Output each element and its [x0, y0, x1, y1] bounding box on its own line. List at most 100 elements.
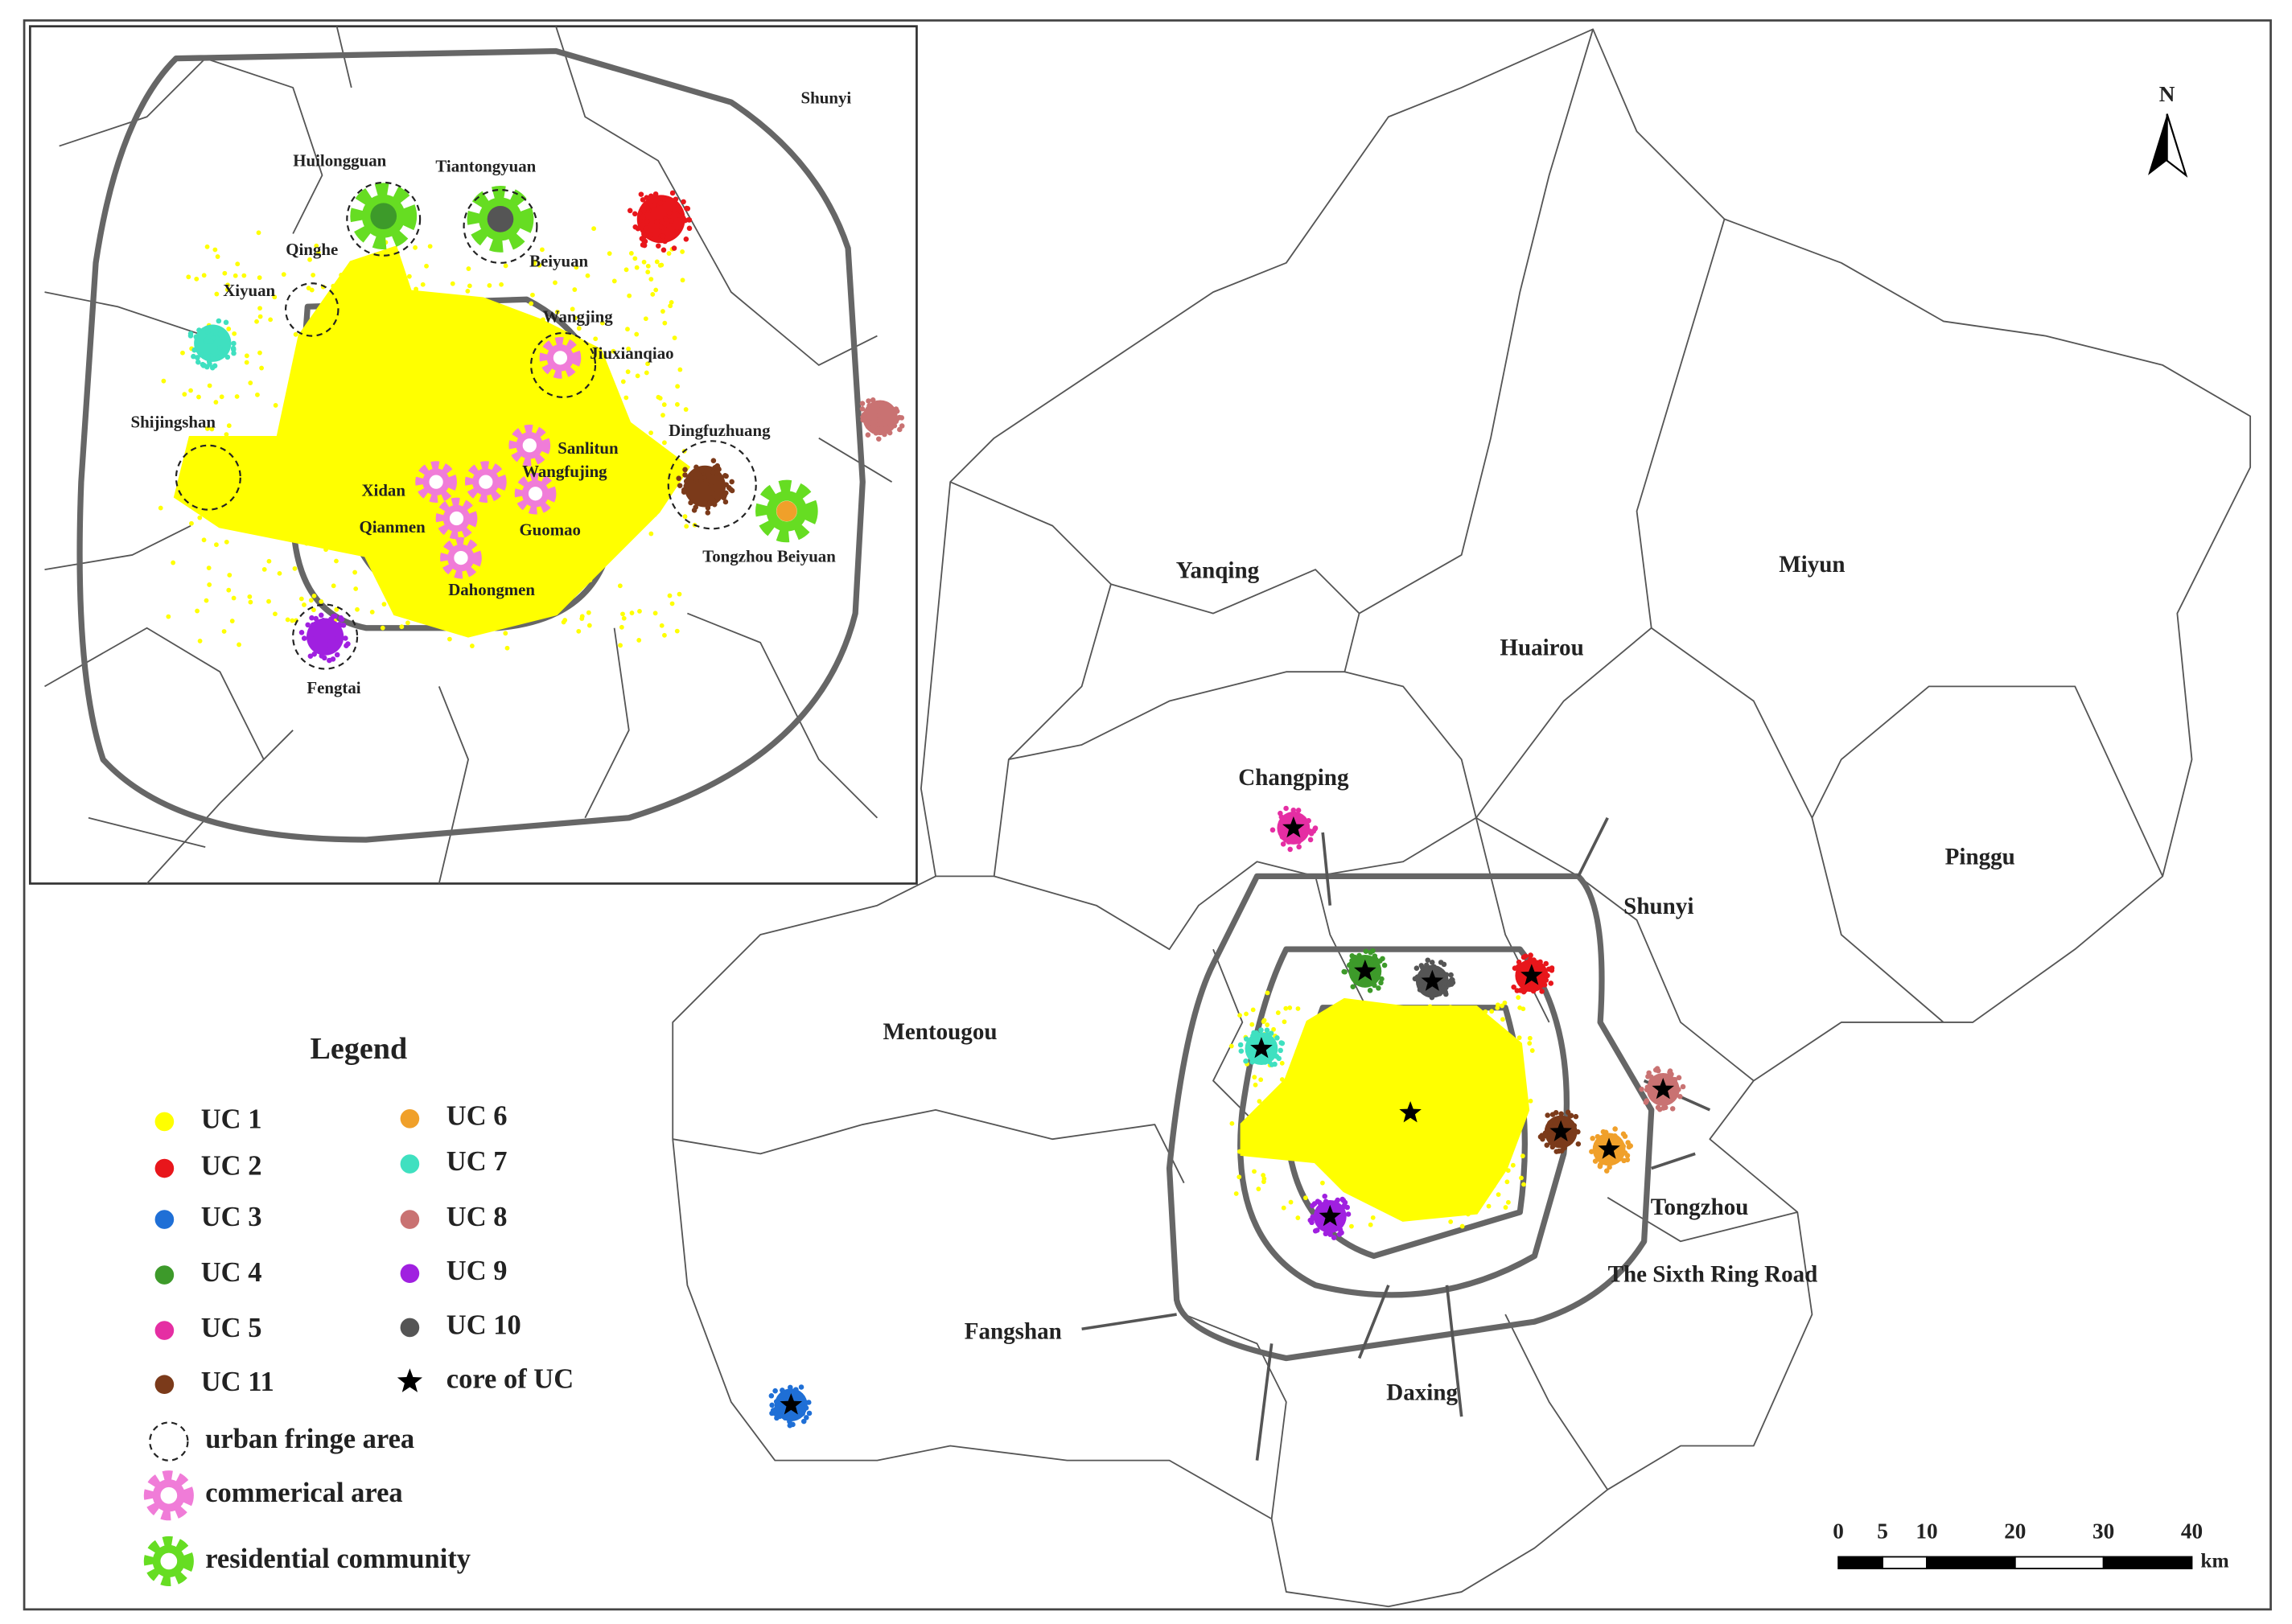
cluster-point — [705, 505, 711, 511]
cluster-point — [668, 303, 673, 309]
cluster-point — [1312, 1083, 1318, 1088]
cluster-point — [1620, 1131, 1627, 1137]
cluster-point — [1605, 1157, 1611, 1164]
cluster-point — [1266, 1059, 1272, 1065]
cluster-point — [1274, 1035, 1280, 1041]
cluster-point — [541, 317, 545, 323]
cluster-point — [1287, 846, 1293, 853]
cluster-point — [1516, 995, 1521, 1000]
cluster-point — [225, 282, 230, 288]
cluster-point — [722, 499, 729, 505]
core-star — [1652, 1077, 1675, 1100]
cluster-point — [1455, 1069, 1461, 1075]
cluster-point — [654, 259, 660, 265]
cluster-point — [430, 409, 435, 413]
scale-tick-label: 20 — [2004, 1519, 2026, 1544]
fringe-circle — [284, 282, 339, 337]
cluster-point — [1436, 1049, 1441, 1055]
cluster-point — [682, 472, 688, 478]
cluster-point — [331, 635, 337, 642]
cluster-point — [1348, 961, 1354, 968]
cluster-point — [549, 450, 555, 455]
cluster-point — [221, 486, 227, 491]
cluster-point — [1451, 1096, 1455, 1102]
cluster-point — [1527, 957, 1533, 963]
cluster-point — [1620, 1143, 1626, 1149]
cluster-point — [344, 643, 349, 649]
inset-label: Qianmen — [359, 517, 426, 537]
cluster-point — [448, 572, 454, 577]
cluster-point — [1496, 1145, 1502, 1151]
cluster-point — [461, 411, 466, 417]
cluster-point — [1418, 1011, 1424, 1016]
cluster-point — [1468, 1133, 1474, 1139]
cluster-point — [1250, 1007, 1256, 1013]
cluster-point — [206, 359, 212, 364]
cluster-point — [656, 243, 661, 249]
cluster-point — [213, 400, 219, 405]
gear-ring — [516, 431, 544, 459]
gear-teeth — [350, 183, 418, 250]
cluster-point — [422, 352, 427, 357]
cluster-point — [640, 208, 647, 214]
cluster-point — [204, 244, 210, 249]
cluster-point — [1521, 1182, 1526, 1187]
cluster-point — [1478, 1178, 1483, 1183]
cluster-point — [500, 593, 504, 598]
cluster-point — [185, 470, 191, 475]
cluster-point — [1426, 1089, 1430, 1094]
cluster-point — [589, 521, 594, 527]
cluster-point — [1542, 1133, 1548, 1139]
cluster-point — [579, 426, 585, 431]
cluster-point — [215, 254, 220, 259]
cluster-point — [860, 417, 866, 423]
cluster-point — [607, 475, 612, 481]
cluster-point — [699, 467, 705, 474]
cluster-point — [1617, 1156, 1623, 1161]
cluster-point — [235, 261, 241, 267]
cluster-point — [1522, 987, 1529, 993]
cluster-point — [1429, 994, 1435, 1001]
cluster-point — [1488, 1061, 1492, 1066]
cluster-point — [549, 564, 554, 569]
cluster-point — [309, 615, 315, 621]
cluster-point — [1350, 1167, 1356, 1173]
cluster-point — [1437, 991, 1442, 997]
cluster-point — [503, 499, 508, 504]
cluster-point — [205, 452, 211, 458]
cluster-point — [1448, 972, 1454, 978]
cluster-point — [1315, 1218, 1322, 1223]
cluster-point — [1508, 1102, 1514, 1108]
cluster-point — [641, 259, 647, 265]
cluster-point — [586, 623, 592, 628]
cluster-point — [373, 443, 379, 449]
cluster-point — [573, 315, 578, 321]
cluster-point — [1597, 1161, 1603, 1168]
cluster-point — [416, 347, 422, 352]
cluster-point — [1397, 1100, 1402, 1106]
cluster-point — [894, 416, 900, 422]
cluster-point — [865, 424, 871, 430]
cluster-point — [1315, 1198, 1321, 1204]
cluster-point — [1360, 957, 1365, 963]
cluster-point — [380, 625, 385, 631]
cluster-point — [1643, 1100, 1649, 1105]
cluster-point — [1442, 1096, 1448, 1102]
cluster-point — [1291, 1071, 1296, 1076]
cluster-point — [1446, 1112, 1451, 1117]
cluster-point — [309, 287, 315, 293]
cluster-point — [1364, 1075, 1368, 1079]
cluster-point — [1482, 1118, 1488, 1124]
cluster-point — [217, 466, 223, 471]
cluster-point — [1368, 949, 1373, 956]
cluster-point — [418, 562, 424, 568]
cluster-point — [659, 623, 665, 628]
cluster-point — [373, 321, 379, 327]
cluster-point — [589, 382, 595, 388]
cluster-point — [681, 199, 686, 205]
cluster-point — [1408, 1198, 1413, 1204]
cluster-point — [1505, 1168, 1511, 1174]
cluster-point — [572, 380, 578, 385]
cluster-point — [349, 435, 355, 441]
cluster-point — [248, 599, 253, 605]
